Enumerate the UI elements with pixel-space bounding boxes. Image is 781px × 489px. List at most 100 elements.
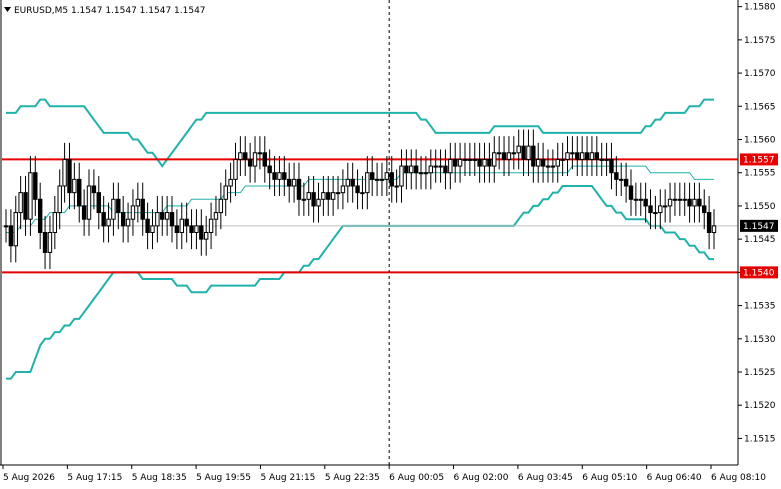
menu-triangle-icon[interactable] bbox=[4, 7, 11, 12]
candle-body bbox=[247, 158, 253, 167]
candle-body bbox=[52, 212, 58, 233]
candle-body bbox=[125, 218, 131, 227]
candle-body bbox=[321, 192, 326, 200]
y-tick-label: 1.1530 bbox=[744, 335, 776, 345]
level-tag-1 bbox=[740, 266, 778, 279]
candle-body bbox=[306, 192, 311, 200]
candle-body bbox=[23, 192, 28, 220]
x-tick-label: 5 Aug 18:35 bbox=[132, 473, 187, 483]
candle-body bbox=[540, 158, 546, 167]
candle-body bbox=[355, 185, 360, 194]
chart-title: EURUSD,M5 1.1547 1.1547 1.1547 1.1547 bbox=[14, 6, 206, 16]
candle-body bbox=[413, 165, 419, 174]
candle-body bbox=[604, 158, 609, 161]
x-tick-label: 6 Aug 02:00 bbox=[454, 473, 509, 483]
candle-body bbox=[184, 218, 189, 227]
candle-body bbox=[13, 212, 18, 247]
y-tick-label: 1.1575 bbox=[744, 36, 776, 46]
candle-body bbox=[584, 152, 590, 160]
candle-body bbox=[62, 158, 67, 187]
candle-body bbox=[687, 198, 692, 207]
candle-body bbox=[116, 198, 121, 214]
candle-body bbox=[277, 172, 282, 180]
candle-body bbox=[208, 218, 214, 233]
candle-body bbox=[506, 152, 512, 160]
candle-body bbox=[301, 198, 307, 201]
candle-body bbox=[628, 185, 634, 200]
candle-body bbox=[213, 212, 219, 220]
x-tick-label: 5 Aug 2026 bbox=[3, 473, 55, 483]
candle-body bbox=[86, 185, 92, 220]
candle-body bbox=[291, 178, 297, 187]
candle-body bbox=[96, 192, 101, 214]
candle-body bbox=[516, 145, 521, 154]
candle-body bbox=[233, 158, 238, 180]
candle-body bbox=[335, 192, 341, 195]
candle-body bbox=[164, 212, 170, 220]
candle-body bbox=[223, 185, 228, 200]
bollinger-bands bbox=[6, 98, 714, 380]
candle-body bbox=[536, 158, 541, 167]
candle-body bbox=[238, 152, 243, 160]
candle-body bbox=[599, 158, 604, 161]
candle-body bbox=[389, 172, 394, 187]
candle-body bbox=[394, 185, 399, 188]
candle-body bbox=[409, 165, 414, 174]
candle-body bbox=[711, 225, 717, 234]
candle-body bbox=[252, 152, 258, 167]
candle-body bbox=[633, 198, 639, 201]
candle-body bbox=[443, 165, 448, 174]
x-tick-label: 6 Aug 05:10 bbox=[582, 473, 637, 483]
candle-body bbox=[526, 145, 531, 160]
candle-body bbox=[326, 192, 331, 200]
upper-band-line bbox=[6, 98, 714, 168]
candle-body bbox=[282, 172, 287, 180]
current-price-label: 1.1547 bbox=[743, 222, 775, 232]
candle-body bbox=[33, 172, 38, 200]
candle-body bbox=[648, 205, 653, 214]
candle-body bbox=[511, 152, 517, 155]
candle-body bbox=[345, 178, 351, 187]
level-tag-label: 1.1557 bbox=[743, 155, 775, 165]
candle-body bbox=[72, 178, 77, 194]
candle-body bbox=[570, 152, 575, 155]
candle-body bbox=[579, 152, 585, 160]
candle-body bbox=[565, 152, 570, 160]
candle-body bbox=[692, 198, 697, 207]
candle-body bbox=[155, 212, 160, 227]
candle-body bbox=[243, 152, 248, 160]
candle-body bbox=[57, 185, 62, 214]
candle-body bbox=[614, 172, 619, 180]
current-price-tag bbox=[740, 219, 778, 232]
y-tick-label: 1.1535 bbox=[744, 302, 776, 312]
candle-body bbox=[296, 178, 302, 200]
candle-body bbox=[531, 145, 536, 167]
candle-body bbox=[174, 225, 180, 234]
y-tick-label: 1.1545 bbox=[744, 235, 776, 245]
y-tick-label: 1.1515 bbox=[744, 434, 776, 444]
candle-body bbox=[653, 212, 658, 215]
candle-body bbox=[667, 198, 673, 207]
candle-body bbox=[340, 185, 346, 194]
y-tick-label: 1.1565 bbox=[744, 102, 776, 112]
y-tick-label: 1.1560 bbox=[744, 136, 776, 146]
candle-body bbox=[42, 232, 48, 253]
candle-body bbox=[228, 178, 233, 187]
time-axis: 5 Aug 2026 5 Aug 17:15 5 Aug 18:35 5 Aug 19… bbox=[2, 0, 766, 483]
candle-body bbox=[203, 232, 209, 240]
candle-body bbox=[428, 165, 434, 174]
candle-body bbox=[418, 172, 424, 175]
candle-body bbox=[3, 225, 9, 228]
candle-body bbox=[477, 158, 482, 167]
candle-body bbox=[37, 198, 43, 234]
candle-body bbox=[135, 198, 141, 207]
candle-body bbox=[67, 158, 72, 194]
candle-body bbox=[702, 205, 707, 214]
candle-body bbox=[160, 212, 165, 220]
candle-body bbox=[550, 165, 556, 168]
candle-body bbox=[257, 152, 263, 155]
x-tick-label: 5 Aug 22:35 bbox=[325, 473, 380, 483]
x-tick-label: 5 Aug 17:15 bbox=[67, 473, 122, 483]
candle-body bbox=[199, 225, 204, 240]
